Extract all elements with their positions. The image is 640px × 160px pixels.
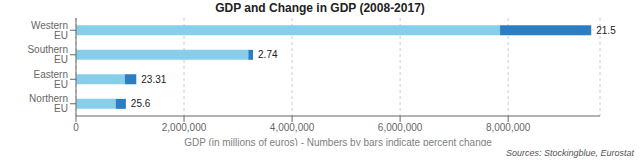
svg-text:EasternEU: EasternEU (34, 69, 68, 90)
svg-text:2,000,000: 2,000,000 (162, 122, 207, 133)
svg-text:WesternEU: WesternEU (31, 20, 68, 41)
svg-text:8,000,000: 8,000,000 (486, 122, 531, 133)
svg-text:NorthernEU: NorthernEU (29, 93, 68, 114)
svg-text:0: 0 (73, 122, 79, 133)
svg-text:2.74: 2.74 (258, 49, 278, 60)
svg-text:GDP (in millions of euros) - N: GDP (in millions of euros) - Numbers by … (184, 137, 492, 146)
svg-text:23.31: 23.31 (141, 74, 166, 85)
html-text:GDP and Change in GDP (2008-20: GDP and Change in GDP (2008-2017) (215, 1, 425, 15)
svg-text:SouthernEU: SouthernEU (27, 44, 68, 65)
svg-text:4,000,000: 4,000,000 (270, 122, 315, 133)
svg-text:6,000,000: 6,000,000 (378, 122, 423, 133)
svg-text:21.5: 21.5 (596, 25, 616, 36)
svg-text:25.6: 25.6 (131, 98, 151, 109)
html-text:Sources: Stockingblue, Eurosta: Sources: Stockingblue, Eurostat (505, 148, 634, 158)
